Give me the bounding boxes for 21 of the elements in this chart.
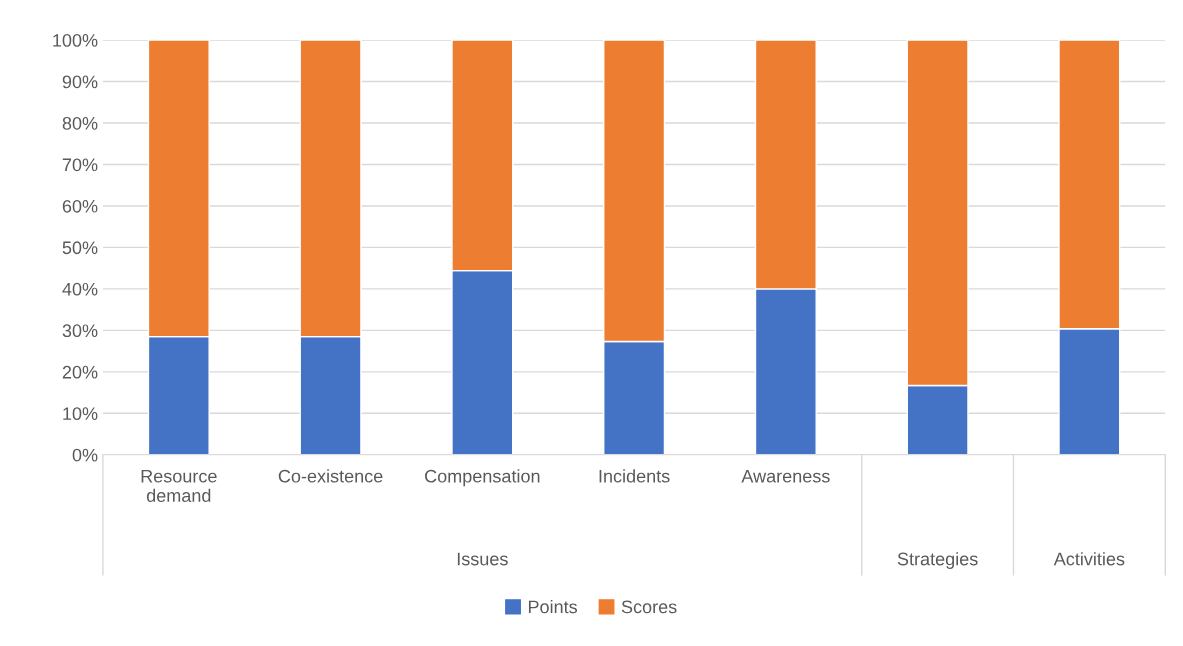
y-tick-label: 40%	[62, 282, 98, 296]
x-tick-label: Incidents	[599, 469, 670, 483]
x-tick-label: Awareness	[741, 469, 830, 483]
y-tick-label: 90%	[62, 75, 98, 89]
y-tick-label: 70%	[62, 158, 98, 172]
x-tick-label: Co-existence	[278, 469, 383, 483]
y-tick-label: 50%	[62, 241, 98, 255]
text: Activities	[1053, 552, 1125, 566]
y-tick-label: 0%	[72, 448, 98, 462]
legend-label: Scores	[621, 600, 677, 614]
text: Issues	[457, 552, 508, 566]
text: Strategies	[897, 552, 978, 569]
y-tick-label: 60%	[62, 199, 98, 213]
y-tick-label: 20%	[62, 365, 98, 379]
y-tick-label: 30%	[62, 324, 98, 338]
legend-label: Points	[528, 600, 578, 614]
y-tick-label: 10%	[63, 407, 98, 421]
y-tick-label: 100%	[53, 33, 98, 47]
x-tick-label: Compensation	[425, 469, 540, 487]
x-tick-label: Resource demand	[141, 469, 217, 503]
y-tick-label: 80%	[62, 116, 98, 130]
